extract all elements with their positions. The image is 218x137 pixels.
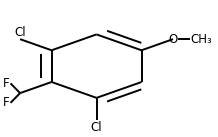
Text: F: F	[3, 96, 10, 109]
Text: Cl: Cl	[91, 121, 102, 134]
Text: Cl: Cl	[14, 25, 26, 38]
Text: CH₃: CH₃	[190, 33, 212, 46]
Text: F: F	[3, 77, 10, 90]
Text: O: O	[168, 33, 178, 46]
